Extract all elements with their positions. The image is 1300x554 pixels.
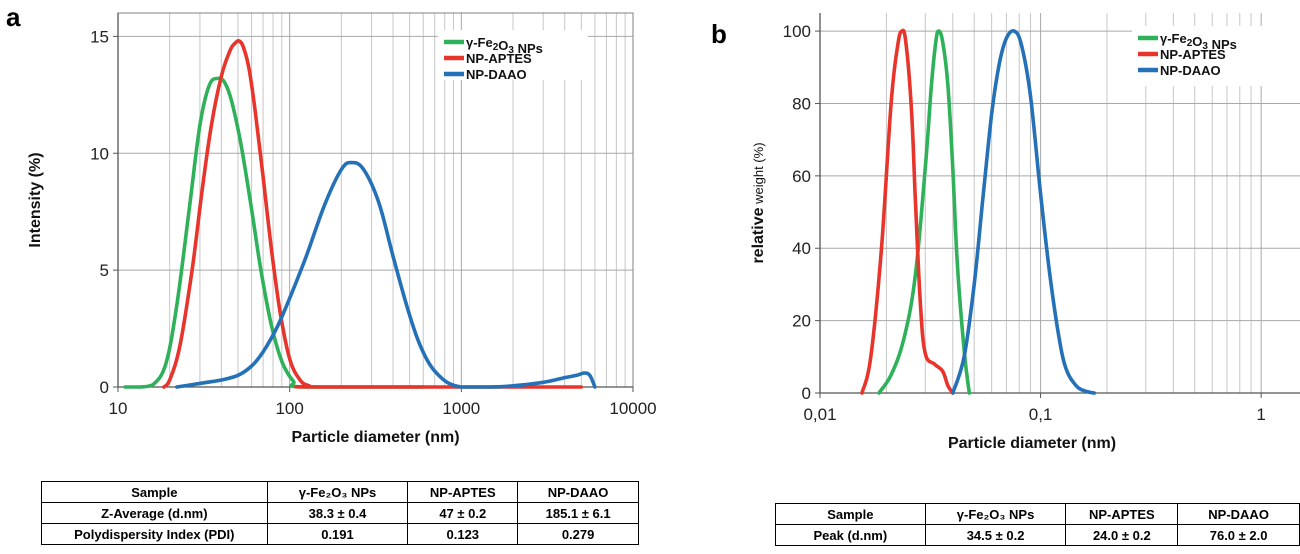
legend-label: NP-DAAO — [1160, 63, 1221, 78]
legend-label: NP-DAAO — [466, 67, 527, 82]
y-tick-label: 80 — [792, 94, 811, 113]
series-line-fe2o3 — [123, 76, 425, 389]
panel-a-letter: a — [6, 2, 21, 32]
x-tick-label: 0,01 — [803, 405, 836, 424]
chart-a: 0 5 10 15 10 100 1000 10000 γ-Fe2O3 NPsNP-APTESN… — [27, 12, 657, 446]
table-b-header-aptes: NP-APTES — [1065, 503, 1179, 525]
x-tick-label: 100 — [275, 399, 303, 418]
legend-label: γ-Fe2O3 NPs — [466, 35, 543, 56]
panel-b-letter: b — [711, 19, 727, 49]
x-tick-label: 10000 — [609, 399, 656, 418]
series-line-aptes — [860, 28, 955, 395]
table-row: Polydispersity Index (PDI) 0.191 0.123 0… — [41, 523, 639, 545]
table-a-header-sample: Sample — [41, 481, 268, 503]
legend-label: NP-APTES — [466, 51, 532, 66]
table-b-header-sample: Sample — [775, 503, 926, 525]
y-tick-label: 40 — [792, 239, 811, 258]
legend-label: NP-APTES — [1160, 47, 1226, 62]
series-line-daao — [175, 160, 597, 389]
table-b-header-fe2o3: γ-Fe₂O₃ NPs — [924, 503, 1067, 525]
table-cell: 0.191 — [266, 523, 409, 545]
table-b-header-daao: NP-DAAO — [1177, 503, 1300, 525]
chart-b: 0 20 40 60 80 100 0,01 0,1 1 γ-Fe2O3 NPsNP-APTESN… — [750, 13, 1300, 452]
table-cell: 0.123 — [407, 523, 519, 545]
legend-label: γ-Fe2O3 NPs — [1160, 31, 1237, 52]
table-cell: 76.0 ± 2.0 — [1177, 524, 1300, 546]
table-cell: 34.5 ± 0.2 — [924, 524, 1067, 546]
table-a-header-fe2o3: γ-Fe₂O₃ NPs — [266, 481, 409, 503]
table-a-header-aptes: NP-APTES — [407, 481, 519, 503]
table-row: Peak (d.nm) 34.5 ± 0.2 24.0 ± 0.2 76.0 ±… — [775, 524, 1300, 546]
series-line-daao — [951, 29, 1096, 395]
table-cell: 0.279 — [517, 523, 639, 545]
y-tick-label: 10 — [90, 144, 109, 163]
y-tick-label: 60 — [792, 167, 811, 186]
x-tick-label: 1000 — [442, 399, 480, 418]
series-line-aptes — [162, 39, 584, 389]
table-a-header-row: Sample γ-Fe₂O₃ NPs NP-APTES NP-DAAO — [41, 481, 639, 503]
table-row: Z-Average (d.nm) 38.3 ± 0.4 47 ± 0.2 185… — [41, 502, 639, 524]
y-axis-title: relative weight (%) — [750, 142, 767, 263]
table-cell: 185.1 ± 6.1 — [517, 502, 639, 524]
legend-background — [438, 30, 588, 80]
x-axis-title: Particle diameter (nm) — [291, 429, 459, 446]
y-tick-label: 5 — [100, 261, 109, 280]
table-b-header-row: Sample γ-Fe₂O₃ NPs NP-APTES NP-DAAO — [775, 503, 1300, 525]
y-tick-label: 0 — [802, 384, 811, 403]
y-tick-label: 0 — [100, 378, 109, 397]
table-cell: 24.0 ± 0.2 — [1065, 524, 1179, 546]
table-a-header-daao: NP-DAAO — [517, 481, 639, 503]
y-tick-label: 20 — [792, 312, 811, 331]
table-a: Sample γ-Fe₂O₃ NPs NP-APTES NP-DAAO Z-Av… — [41, 481, 639, 545]
y-tick-label: 100 — [783, 22, 811, 41]
x-tick-label: 1 — [1256, 405, 1265, 424]
x-tick-label: 10 — [109, 399, 128, 418]
table-cell: Polydispersity Index (PDI) — [41, 523, 268, 545]
table-b: Sample γ-Fe₂O₃ NPs NP-APTES NP-DAAO Peak… — [775, 503, 1300, 546]
x-tick-label: 0,1 — [1029, 405, 1053, 424]
table-cell: Z-Average (d.nm) — [41, 502, 268, 524]
y-axis-title: Intensity (%) — [27, 152, 44, 247]
table-cell: 47 ± 0.2 — [407, 502, 519, 524]
table-cell: 38.3 ± 0.4 — [266, 502, 409, 524]
series-line-fe2o3 — [877, 29, 972, 395]
x-axis-title: Particle diameter (nm) — [948, 435, 1116, 452]
table-cell: Peak (d.nm) — [775, 524, 926, 546]
legend-background — [1132, 26, 1300, 86]
y-tick-label: 15 — [90, 27, 109, 46]
